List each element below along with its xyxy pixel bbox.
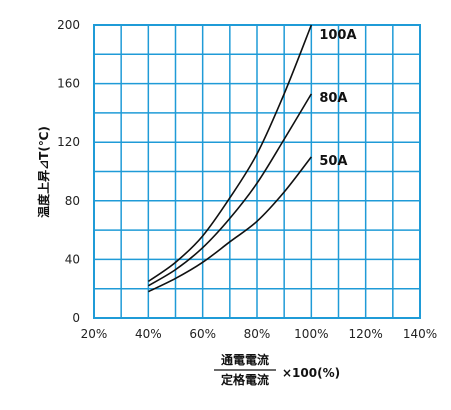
y-tick-label: 0 — [72, 311, 80, 325]
series-line-80A — [147, 93, 313, 287]
y-tick-label: 120 — [57, 135, 80, 149]
x-tick-label: 140% — [403, 327, 437, 341]
x-tick-label: 40% — [135, 327, 162, 341]
x-tick-label: 120% — [349, 327, 383, 341]
y-tick-label: 200 — [57, 18, 80, 32]
series-lines — [147, 24, 313, 293]
x-axis-label-numerator: 通電電流 — [221, 352, 269, 367]
y-axis-label: 温度上昇⊿T(℃) — [36, 126, 51, 218]
x-axis-label-denominator: 定格電流 — [221, 372, 269, 387]
series-label-80A: 80A — [319, 91, 347, 106]
series-line-50A — [147, 156, 312, 293]
y-tick-label: 80 — [65, 194, 80, 208]
x-tick-label: 80% — [244, 327, 271, 341]
series-label-100A: 100A — [319, 28, 356, 43]
labels: 20% 40% 60% 80% 100% 120% 140% 0 40 80 120 160 200 10… — [57, 18, 437, 341]
series-label-50A: 50A — [319, 154, 347, 169]
plot-frame — [93, 24, 421, 319]
series-line-100A — [147, 24, 313, 283]
x-tick-label: 20% — [81, 327, 108, 341]
y-tick-label: 40 — [65, 252, 80, 266]
x-tick-label: 100% — [294, 327, 328, 341]
x-tick-label: 60% — [189, 327, 216, 341]
grid — [93, 24, 421, 319]
axes — [93, 24, 421, 319]
y-tick-label: 160 — [57, 77, 80, 91]
x-axis-label-suffix: ×100(%) — [282, 366, 340, 380]
